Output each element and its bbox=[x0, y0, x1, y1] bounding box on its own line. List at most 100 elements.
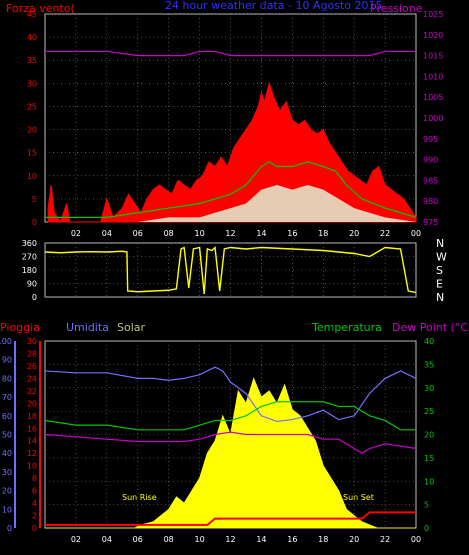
x-tick-label: 02 bbox=[71, 535, 81, 544]
rain-tick-label: 30 bbox=[27, 337, 37, 346]
humidity-axis-label: Umidita bbox=[66, 321, 109, 334]
humidity-tick-label: 100 bbox=[0, 337, 12, 346]
wind-tick-label: 10 bbox=[27, 172, 37, 181]
humidity-tick-label: 0 bbox=[7, 524, 12, 533]
rain-tick-label: 18 bbox=[27, 412, 37, 421]
wind-tick-label: 25 bbox=[27, 102, 37, 111]
compass-label: W bbox=[436, 251, 447, 264]
x-tick-label: 06 bbox=[133, 535, 143, 544]
wind-tick-label: 0 bbox=[32, 218, 37, 227]
compass-label: N bbox=[436, 237, 444, 250]
humidity-tick-label: 40 bbox=[2, 449, 12, 458]
chart-title: 24 hour weather data - 10 Agosto 2015 bbox=[165, 0, 383, 12]
rain-axis-label: Pioggia bbox=[0, 321, 40, 334]
humidity-tick-label: 30 bbox=[2, 468, 12, 477]
pressure-tick-label: 995 bbox=[423, 135, 438, 144]
rain-tick-label: 0 bbox=[32, 524, 37, 533]
temperature-tick-label: 15 bbox=[424, 454, 434, 463]
x-tick-label: 10 bbox=[194, 535, 204, 544]
wind-direction-line bbox=[44, 245, 417, 295]
temperature-tick-label: 10 bbox=[424, 477, 434, 486]
wind-tick-label: 35 bbox=[27, 56, 37, 65]
temperature-tick-label: 5 bbox=[424, 501, 429, 510]
x-tick-label: 14 bbox=[256, 535, 266, 544]
wind-tick-label: 20 bbox=[27, 126, 37, 135]
wind-tick-label: 45 bbox=[27, 10, 37, 19]
pressure-tick-label: 985 bbox=[423, 176, 438, 185]
rain-tick-label: 24 bbox=[27, 374, 37, 383]
temperature-tick-label: 40 bbox=[424, 337, 434, 346]
temperature-tick-label: 30 bbox=[424, 384, 434, 393]
x-tick-label: 20 bbox=[349, 229, 359, 238]
pressure-tick-label: 1000 bbox=[423, 114, 443, 123]
pressure-tick-label: 1005 bbox=[423, 93, 443, 102]
pressure-tick-label: 990 bbox=[423, 156, 438, 165]
temperature-tick-label: 25 bbox=[424, 407, 434, 416]
x-tick-label: 22 bbox=[380, 229, 390, 238]
x-tick-label: 06 bbox=[133, 229, 143, 238]
dewpoint-axis-label: Dew Point (°C) bbox=[392, 321, 469, 334]
direction-tick-label: 180 bbox=[22, 266, 37, 275]
wind-tick-label: 15 bbox=[27, 149, 37, 158]
pressure-tick-label: 980 bbox=[423, 197, 438, 206]
rain-tick-label: 6 bbox=[32, 487, 37, 496]
humidity-tick-label: 50 bbox=[2, 431, 12, 440]
rain-tick-label: 16 bbox=[27, 424, 37, 433]
x-tick-label: 08 bbox=[164, 535, 174, 544]
temperature-line bbox=[44, 401, 416, 431]
temperature-tick-label: 0 bbox=[424, 524, 429, 533]
wind-tick-label: 5 bbox=[32, 195, 37, 204]
x-tick-label: 12 bbox=[225, 229, 235, 238]
x-tick-label: 16 bbox=[287, 229, 297, 238]
x-tick-label: 12 bbox=[225, 535, 235, 544]
wind-min-area bbox=[45, 185, 416, 222]
pressure-line bbox=[45, 50, 416, 57]
x-tick-label: 00 bbox=[411, 229, 421, 238]
direction-tick-label: 270 bbox=[22, 253, 37, 262]
compass-label: E bbox=[436, 278, 443, 291]
direction-tick-label: 360 bbox=[22, 239, 37, 248]
humidity-line bbox=[44, 366, 417, 423]
rain-tick-label: 10 bbox=[27, 462, 37, 471]
x-tick-label: 10 bbox=[194, 229, 204, 238]
compass-label: S bbox=[436, 264, 443, 277]
rain-tick-label: 8 bbox=[32, 474, 37, 483]
sunset-annotation: Sun Set bbox=[343, 493, 374, 502]
pressure-tick-label: 1010 bbox=[423, 72, 443, 81]
pressure-tick-label: 975 bbox=[423, 218, 438, 227]
x-tick-label: 20 bbox=[349, 535, 359, 544]
pressure-tick-label: 1015 bbox=[423, 52, 443, 61]
rain-tick-label: 2 bbox=[32, 512, 37, 521]
pressure-tick-label: 1025 bbox=[423, 10, 443, 19]
direction-tick-label: 0 bbox=[32, 293, 37, 302]
rain-tick-label: 4 bbox=[32, 499, 37, 508]
rain-tick-label: 22 bbox=[27, 387, 37, 396]
x-tick-label: 14 bbox=[256, 229, 266, 238]
solar-axis-label: Solar bbox=[117, 321, 146, 334]
rain-tick-label: 14 bbox=[27, 437, 37, 446]
dewpoint-line bbox=[44, 431, 417, 454]
x-tick-label: 22 bbox=[380, 535, 390, 544]
temperature-tick-label: 35 bbox=[424, 360, 434, 369]
x-tick-label: 02 bbox=[71, 229, 81, 238]
x-tick-label: 04 bbox=[102, 229, 112, 238]
wind-gust-area bbox=[47, 81, 417, 224]
x-tick-label: 16 bbox=[287, 535, 297, 544]
x-tick-label: 00 bbox=[411, 535, 421, 544]
rain-tick-label: 28 bbox=[27, 349, 37, 358]
wind-average-line bbox=[45, 161, 417, 218]
x-tick-label: 18 bbox=[318, 535, 328, 544]
humidity-tick-label: 90 bbox=[2, 356, 12, 365]
humidity-tick-label: 80 bbox=[2, 374, 12, 383]
pressure-axis-label: Pressione bbox=[370, 2, 423, 15]
solar-area bbox=[45, 377, 416, 529]
humidity-tick-label: 10 bbox=[2, 505, 12, 514]
rain-tick-label: 20 bbox=[27, 399, 37, 408]
wind-tick-label: 40 bbox=[27, 33, 37, 42]
wind-axis-label: Forza vento( bbox=[6, 2, 75, 15]
pressure-tick-label: 1020 bbox=[423, 31, 443, 40]
temperature-axis-label: Temperatura bbox=[311, 321, 382, 334]
rain-line bbox=[45, 511, 416, 526]
